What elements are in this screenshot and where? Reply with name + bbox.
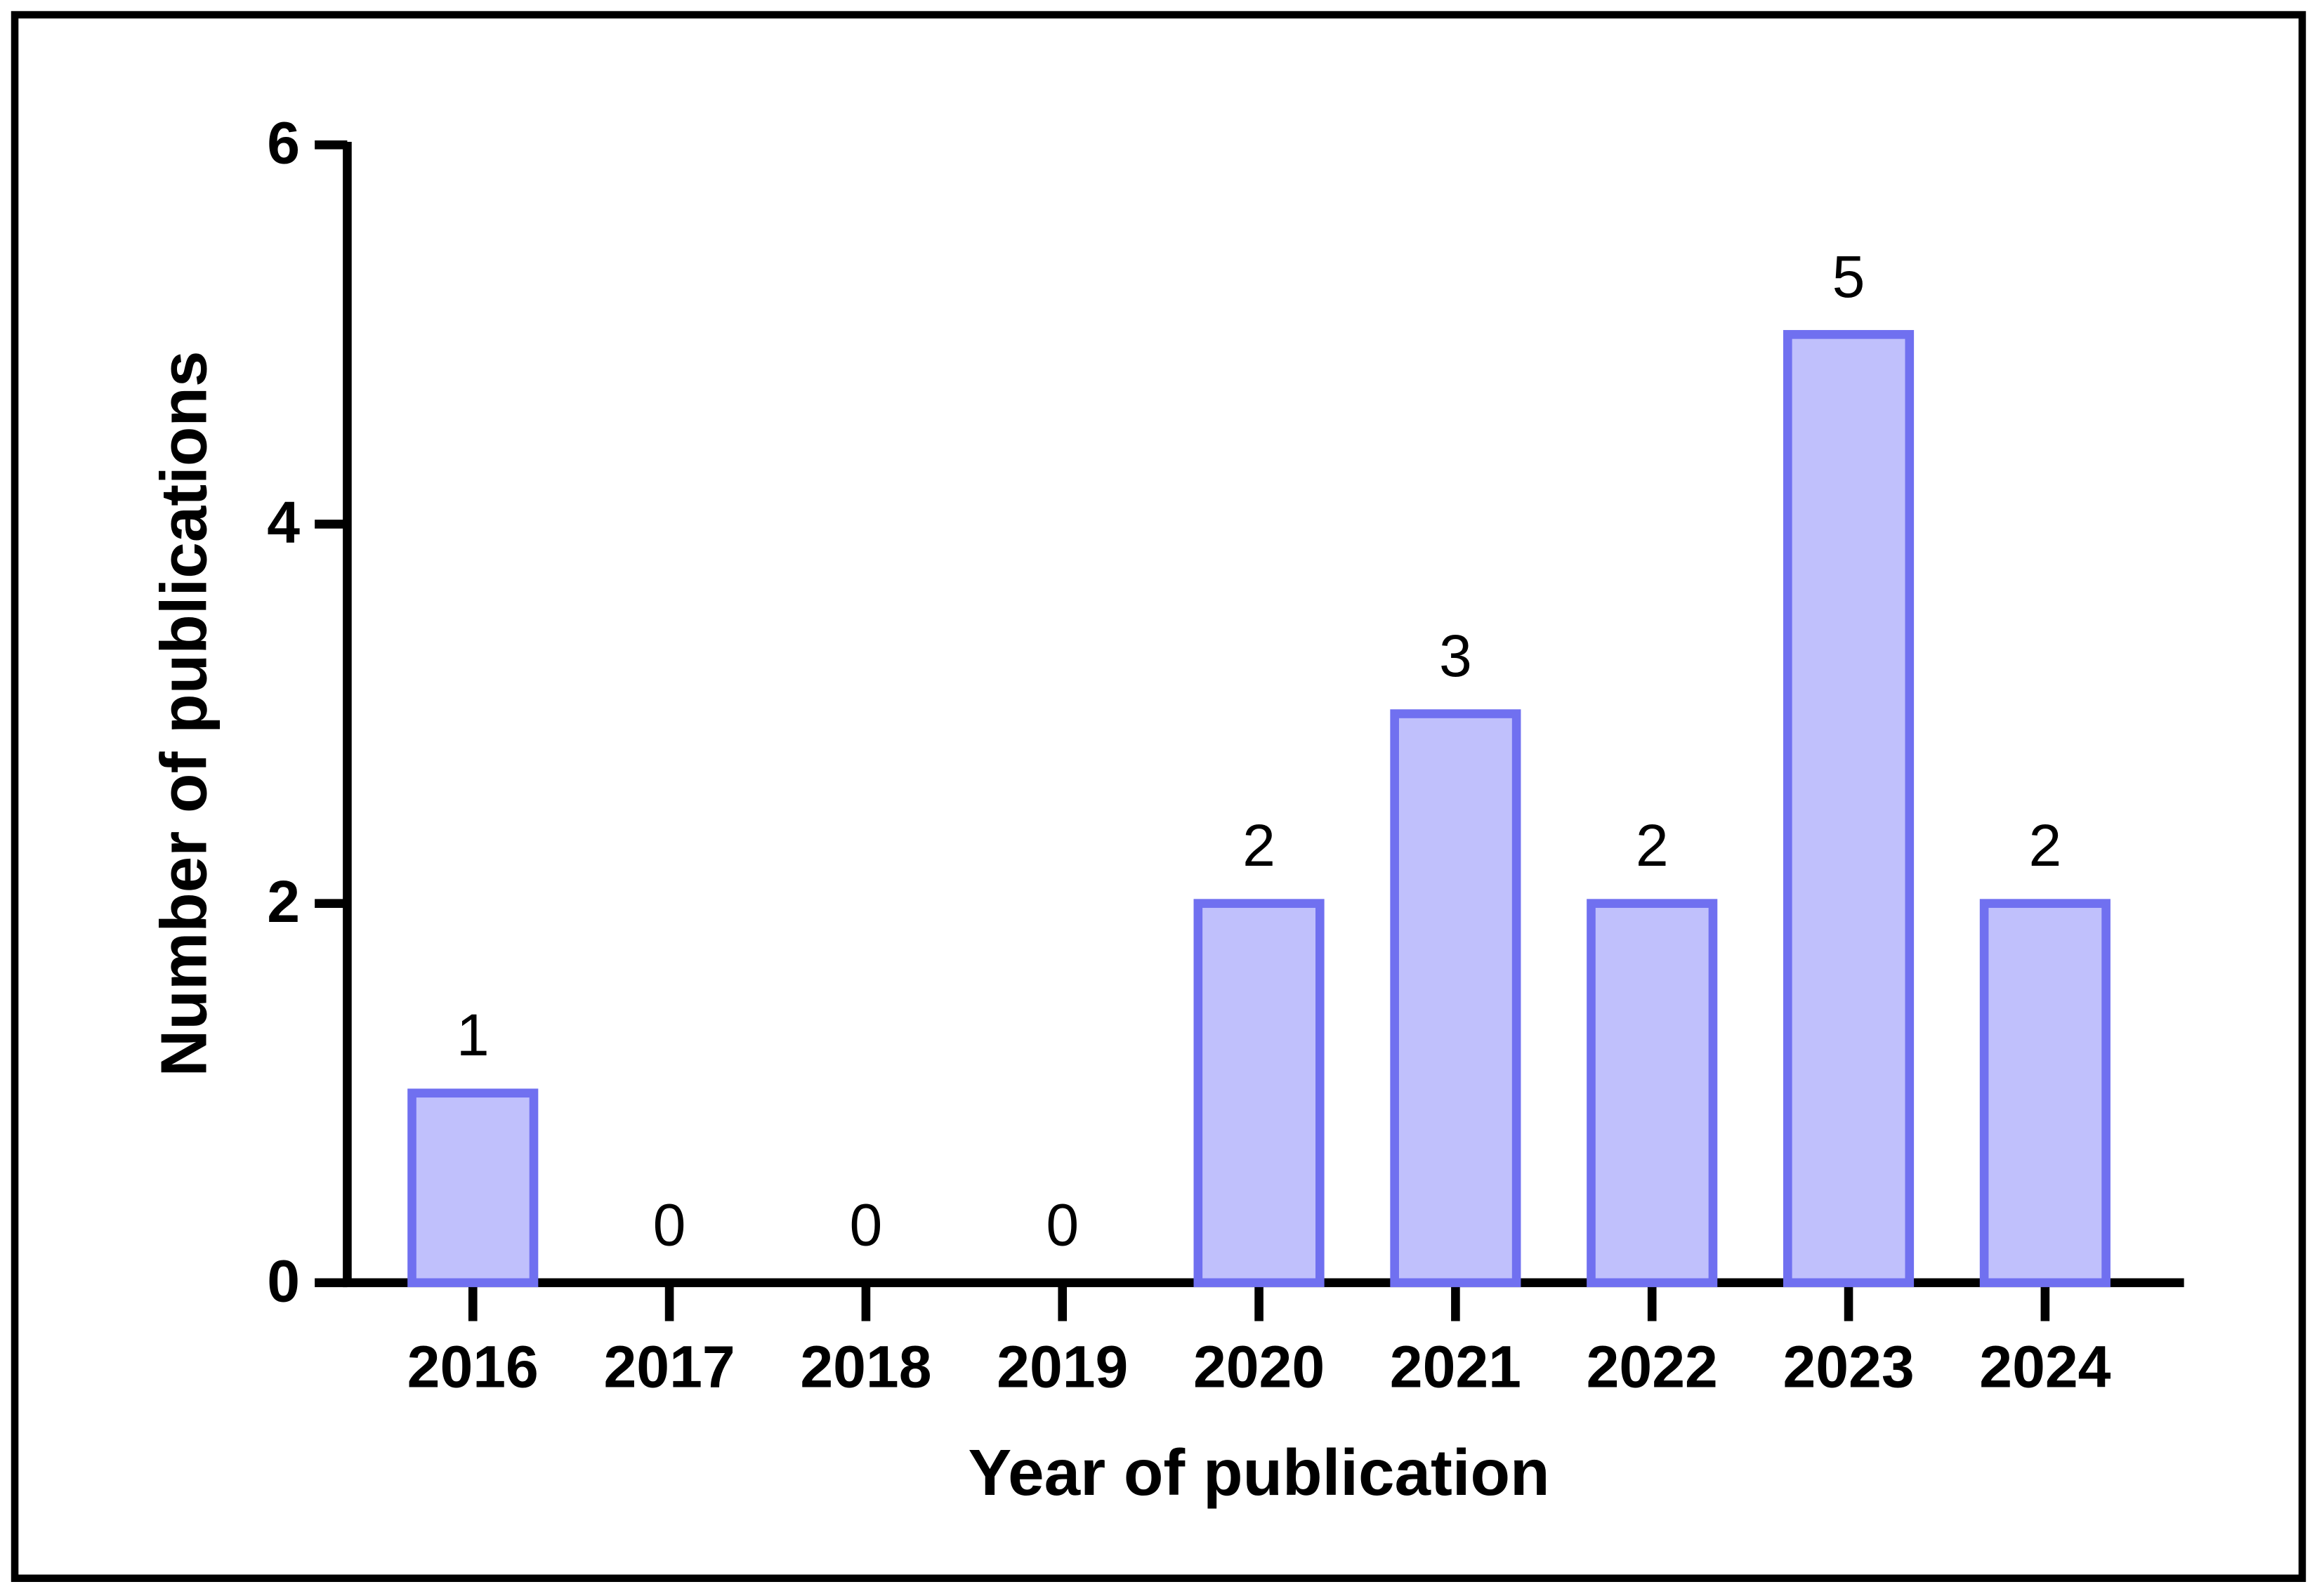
x-axis-title: Year of publication	[969, 1436, 1550, 1509]
data-label: 3	[1439, 623, 1472, 689]
y-axis-title: Number of publications	[147, 351, 221, 1077]
x-tick-label: 2019	[997, 1333, 1128, 1399]
x-tick-label: 2022	[1587, 1333, 1718, 1399]
bar	[1390, 709, 1521, 1288]
y-tick-label: 4	[267, 489, 300, 555]
x-tick-label: 2018	[800, 1333, 931, 1399]
frame	[11, 11, 2306, 1583]
x-tick-label: 2016	[407, 1333, 539, 1399]
data-label: 0	[850, 1192, 883, 1258]
x-tick-label: 2024	[1979, 1333, 2111, 1399]
y-tick-label: 2	[267, 869, 300, 935]
bar	[407, 1088, 539, 1288]
bar	[1979, 899, 2111, 1288]
x-tick-label: 2023	[1783, 1333, 1914, 1399]
data-label: 0	[1046, 1192, 1079, 1258]
bar	[1587, 899, 1718, 1288]
data-label: 2	[1242, 812, 1275, 878]
data-label: 2	[2028, 812, 2061, 878]
data-label: 5	[1832, 244, 1865, 310]
data-label: 0	[653, 1192, 686, 1258]
x-tick-label: 2020	[1193, 1333, 1325, 1399]
bar	[1783, 330, 1915, 1288]
x-tick-label: 2021	[1390, 1333, 1521, 1399]
data-label: 2	[1636, 812, 1669, 878]
x-tick-label: 2017	[603, 1333, 735, 1399]
y-tick-label: 6	[267, 110, 300, 176]
y-tick-label: 0	[267, 1248, 300, 1314]
bar	[1193, 899, 1325, 1288]
data-label: 1	[457, 1002, 490, 1068]
